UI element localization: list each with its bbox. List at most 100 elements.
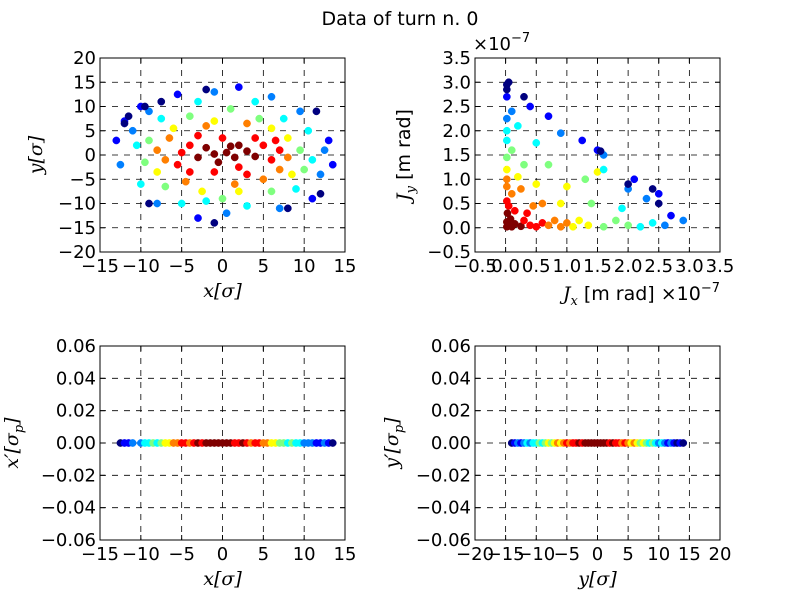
y-tick-label: 2.5 [442,97,471,118]
data-point [556,222,565,231]
data-point [296,146,304,154]
data-point [503,92,511,101]
y-tick-label: −15 [58,218,96,239]
data-point [578,136,587,145]
data-point [544,112,553,121]
data-point [275,165,284,174]
data-point [526,102,534,111]
figure-title: Data of turn n. 0 [321,8,479,30]
data-point [243,119,251,128]
x-axis-label: x[σ] [203,568,242,590]
x-tick-label: 5 [622,544,633,565]
y-tick-label: −5 [69,169,96,190]
x-tick-label: −10 [122,256,160,277]
data-point [556,199,565,208]
data-point [296,107,304,116]
data-point [523,209,531,218]
data-point [222,209,231,218]
data-point [563,182,571,191]
data-point [202,197,211,205]
y-axis-label-close: ] [1,417,23,426]
data-point [165,134,174,142]
data-point [532,222,541,231]
y-tick-label: 10 [73,97,96,118]
x-tick-label: −15 [81,256,119,277]
data-point [243,170,251,179]
data-point [581,175,590,184]
data-point [563,219,571,227]
data-point [275,204,284,213]
data-point [316,189,325,198]
y-tick-label: 15 [73,72,96,93]
data-point [308,194,317,203]
data-point [661,221,669,230]
data-point [128,126,137,135]
data-point [194,214,202,222]
data-point [141,158,149,167]
data-point [255,114,264,123]
data-point [210,168,219,176]
plot-frame [99,57,346,253]
data-point [514,172,522,181]
data-point [503,126,511,135]
data-point [596,147,605,155]
data-point [654,199,663,208]
x-tick-label: 5 [258,544,269,565]
y-tick-label: 0.00 [56,433,96,454]
x-tick-label: 10 [647,544,670,565]
y-tick-label: 1.5 [442,145,471,166]
data-point [210,219,219,227]
data-point [503,209,512,218]
data-point [654,189,663,198]
y-axis-label-sub: y [404,185,419,194]
data-point [210,117,219,125]
data-point [112,136,121,145]
x-tick-label: 20 [709,544,732,565]
data-point [538,199,547,208]
data-point [510,206,519,215]
y-axis-label: x′[σp] [1,417,27,469]
y-offset-base: ×10 [473,34,511,55]
data-point [202,122,211,130]
data-point [234,163,243,171]
data-point [520,216,528,225]
data-point [630,175,639,184]
data-point [214,158,223,167]
x-axis-label-sub: x [570,294,578,309]
y-tick-label: −0.04 [41,498,96,519]
data-point [679,216,688,225]
data-point [618,204,626,213]
x-tick-label: 2.5 [644,256,673,277]
y-tick-label: −0.06 [416,530,471,551]
plot-frame [474,345,721,541]
data-point [520,92,528,101]
data-point [312,107,321,116]
x-tick-label: 15 [334,256,357,277]
x-tick-label: 0.0 [491,256,520,277]
y-tick-label: 5 [85,121,96,142]
data-point [251,152,260,161]
x-tick-label: 10 [293,544,316,565]
y-tick-label: 0.0 [442,218,471,239]
y-tick-label: −0.02 [41,465,96,486]
y-offset-label: ×10−7 [473,31,530,55]
data-point [177,148,186,157]
plot-frame [99,345,346,541]
y-tick-label: 3.0 [442,72,471,93]
x-axis-label: Jx [m rad] ×10−7 [559,281,720,309]
data-point [153,146,162,154]
data-point [648,185,657,193]
y-offset-exponent: −7 [511,31,530,46]
y-tick-label: 0.04 [56,368,96,389]
plot-frame [474,57,721,253]
data-point [503,165,511,174]
x-tick-label: 2.0 [614,256,643,277]
data-point [283,134,292,142]
x-tick-label: −5 [168,544,195,565]
x-axis-label-var: J [559,283,572,305]
data-point [679,439,688,447]
data-point [503,85,511,94]
data-point [599,222,608,231]
x-axis-label: y[σ] [577,568,617,590]
